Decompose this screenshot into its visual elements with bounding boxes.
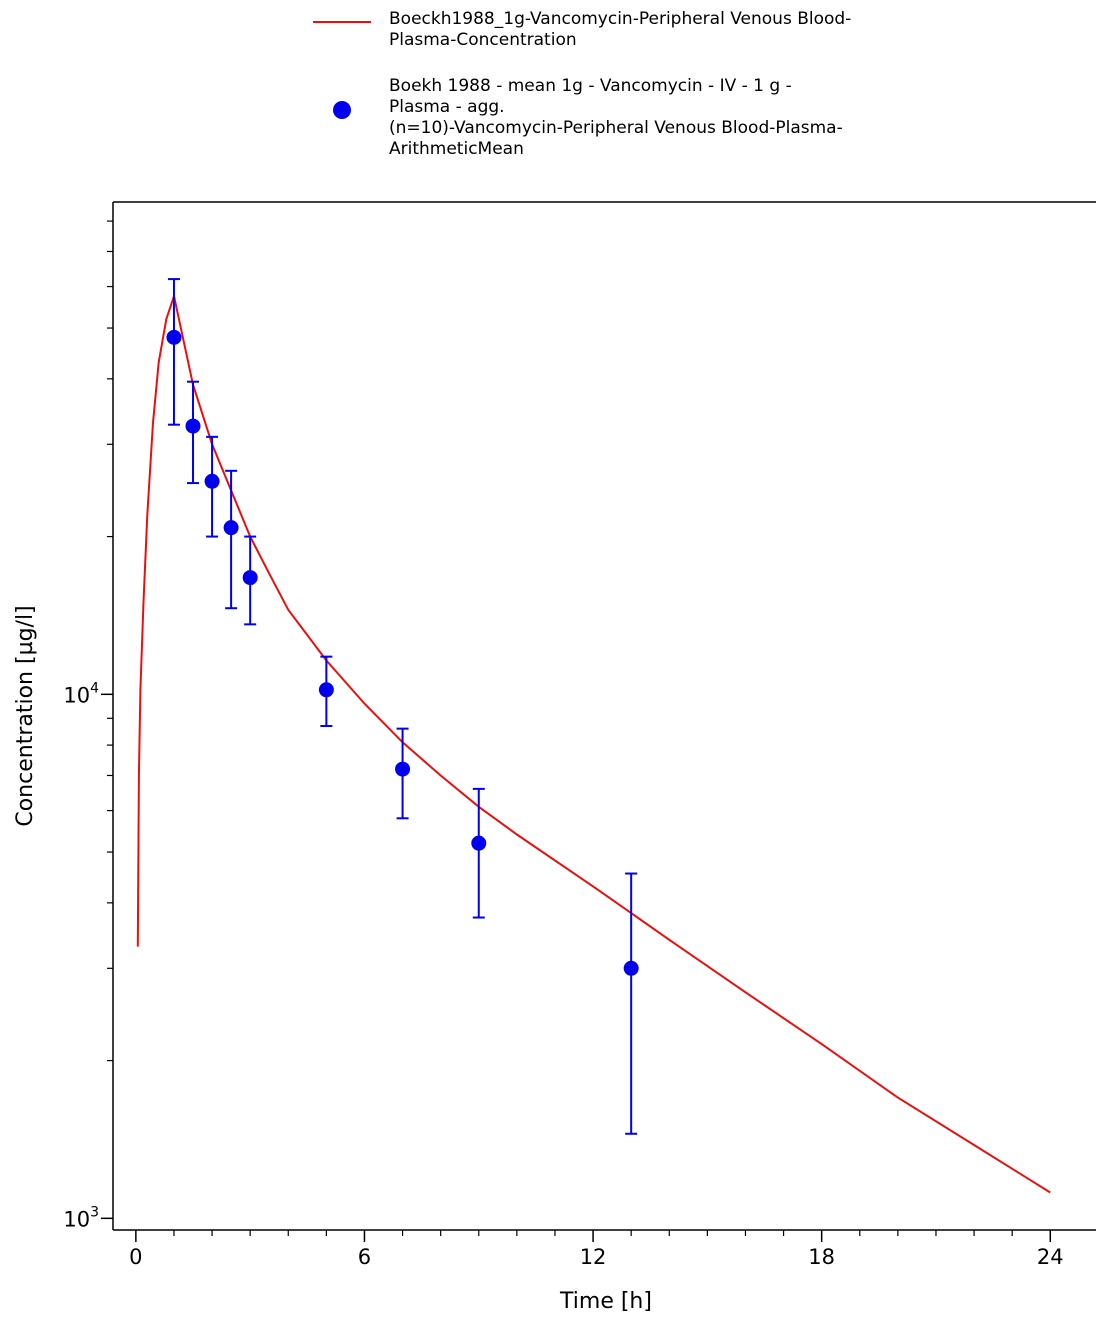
y-axis-title: Concentration [µg/l] — [13, 605, 38, 826]
observed-point — [242, 570, 258, 586]
x-tick-label: 12 — [580, 1245, 607, 1269]
y-tick-label: 104 — [63, 680, 99, 707]
legend-label-observed-1: Plasma - agg. — [389, 97, 505, 117]
axes: 0 6 12 18 24 103 104 Time [h] Concentration [µg/… — [13, 201, 1096, 1314]
y-tick-label: 103 — [63, 1204, 99, 1231]
x-tick-label: 0 — [129, 1245, 142, 1269]
observed-point — [185, 418, 201, 434]
x-tick-label: 24 — [1037, 1245, 1064, 1269]
legend-label-simulation-1: Plasma-Concentration — [389, 30, 577, 50]
observed-point — [395, 761, 411, 777]
observed-point — [318, 682, 334, 698]
observed-point — [204, 473, 220, 489]
observed-point — [623, 960, 639, 976]
legend-label-simulation-0: Boeckh1988_1g-Vancomycin-Peripheral Veno… — [389, 9, 851, 29]
plot-area — [136, 278, 1051, 1194]
legend: Boeckh1988_1g-Vancomycin-Peripheral Veno… — [313, 9, 851, 159]
x-axis-title: Time [h] — [559, 1289, 652, 1314]
observed-point — [166, 329, 182, 345]
legend-label-observed-3: ArithmeticMean — [389, 139, 524, 159]
x-tick-label: 18 — [808, 1245, 835, 1269]
legend-label-observed-0: Boekh 1988 - mean 1g - Vancomycin - IV -… — [389, 76, 792, 96]
x-tick-label: 6 — [358, 1245, 371, 1269]
legend-marker-observed — [333, 101, 351, 119]
observed-point — [223, 520, 239, 536]
observed-point — [471, 835, 487, 851]
simulation-line — [136, 292, 1051, 1194]
legend-label-observed-2: (n=10)-Vancomycin-Peripheral Venous Bloo… — [389, 118, 843, 138]
